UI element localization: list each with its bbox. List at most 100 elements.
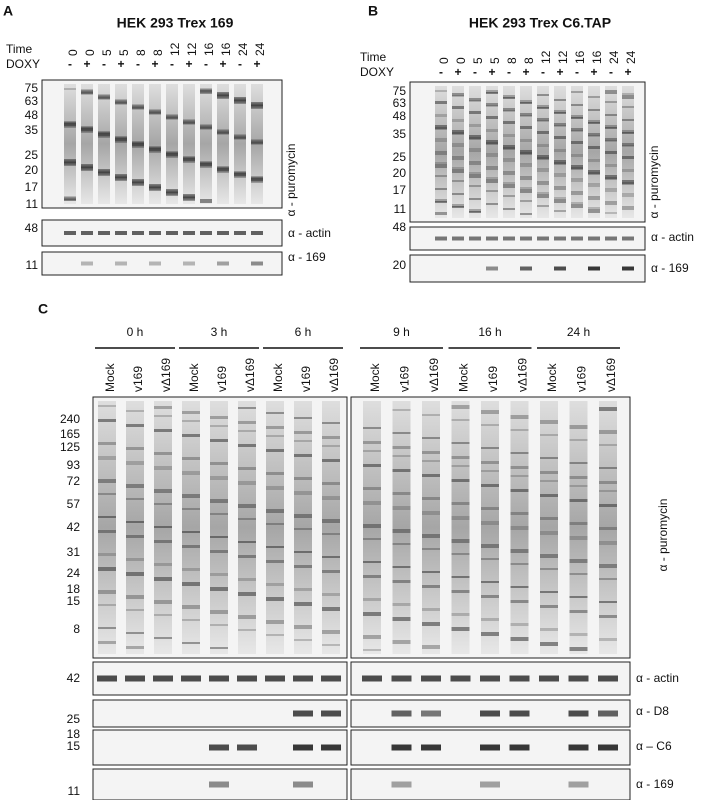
band: [503, 134, 515, 137]
band: [200, 124, 212, 126]
band: [392, 640, 411, 644]
band: [588, 207, 600, 209]
band: [322, 519, 340, 523]
band: [321, 710, 341, 717]
doxy-label: -: [136, 57, 140, 71]
band: [435, 212, 447, 215]
band: [537, 120, 549, 122]
blot-label: α - puromycin: [647, 146, 661, 219]
band: [183, 231, 195, 235]
band: [422, 497, 440, 500]
band: [294, 565, 312, 568]
time-label: 5: [471, 57, 485, 64]
band: [554, 110, 566, 113]
band: [537, 205, 549, 207]
time-label: 8: [522, 57, 536, 64]
band: [451, 553, 470, 555]
band: [503, 121, 515, 124]
band: [363, 538, 381, 540]
band: [510, 563, 529, 565]
marker: 25: [393, 150, 407, 164]
marker: 17: [25, 180, 39, 194]
lane-smear: [503, 86, 515, 218]
band: [588, 122, 600, 124]
band: [422, 451, 440, 454]
band: [422, 585, 440, 588]
band: [452, 156, 464, 160]
band: [98, 567, 116, 571]
band: [554, 199, 566, 203]
band: [182, 605, 200, 609]
band: [200, 162, 212, 165]
band: [451, 613, 470, 616]
band: [622, 193, 634, 197]
band: [537, 94, 549, 96]
band: [237, 744, 257, 751]
band: [622, 180, 634, 184]
marker: 35: [393, 127, 407, 141]
band: [234, 175, 246, 178]
band: [64, 122, 76, 125]
lane-smear: [126, 401, 144, 654]
band: [154, 452, 172, 455]
band: [217, 261, 229, 266]
band: [64, 231, 76, 235]
band: [537, 105, 549, 108]
band: [509, 675, 530, 682]
band: [391, 710, 412, 717]
blot-label: α - D8: [636, 704, 669, 718]
band: [569, 573, 588, 575]
band: [126, 535, 144, 538]
band: [605, 236, 617, 241]
band: [98, 133, 110, 136]
band: [599, 467, 617, 469]
band: [183, 194, 195, 198]
lane-smear: [435, 86, 447, 218]
band: [126, 521, 144, 523]
band: [234, 135, 246, 137]
band: [392, 617, 411, 621]
band: [294, 639, 312, 641]
band: [392, 603, 411, 606]
band: [115, 177, 127, 181]
band: [166, 115, 178, 117]
band: [588, 146, 600, 149]
band: [200, 88, 212, 92]
band: [481, 521, 499, 525]
band: [588, 133, 600, 136]
band: [294, 588, 312, 591]
band: [486, 177, 498, 179]
band: [451, 576, 470, 578]
time-group: 6 h: [295, 325, 312, 339]
marker: 24: [67, 566, 81, 580]
band: [322, 445, 340, 447]
band: [569, 522, 588, 525]
band: [209, 675, 229, 682]
band: [217, 129, 229, 131]
band: [217, 167, 229, 170]
blot-label: α - puromycin: [284, 144, 298, 217]
blot-label: α - 169: [636, 777, 674, 791]
band: [422, 571, 440, 573]
blot-label: α - 169: [651, 261, 689, 275]
time-label: 8: [151, 49, 165, 56]
band: [469, 100, 481, 102]
band: [182, 411, 200, 414]
band: [64, 199, 76, 201]
band: [622, 266, 634, 271]
lane-smear: [200, 84, 212, 204]
doxy-label: -: [473, 65, 477, 79]
band: [435, 236, 447, 241]
band: [154, 429, 172, 432]
band: [81, 231, 93, 235]
band: [481, 470, 499, 472]
band: [238, 430, 256, 432]
band: [435, 162, 447, 164]
band: [64, 198, 76, 200]
band: [81, 261, 93, 266]
band: [81, 91, 93, 93]
doxy-label: -: [507, 65, 511, 79]
band: [266, 435, 284, 437]
lane-smear: [510, 401, 529, 654]
band: [98, 169, 110, 173]
